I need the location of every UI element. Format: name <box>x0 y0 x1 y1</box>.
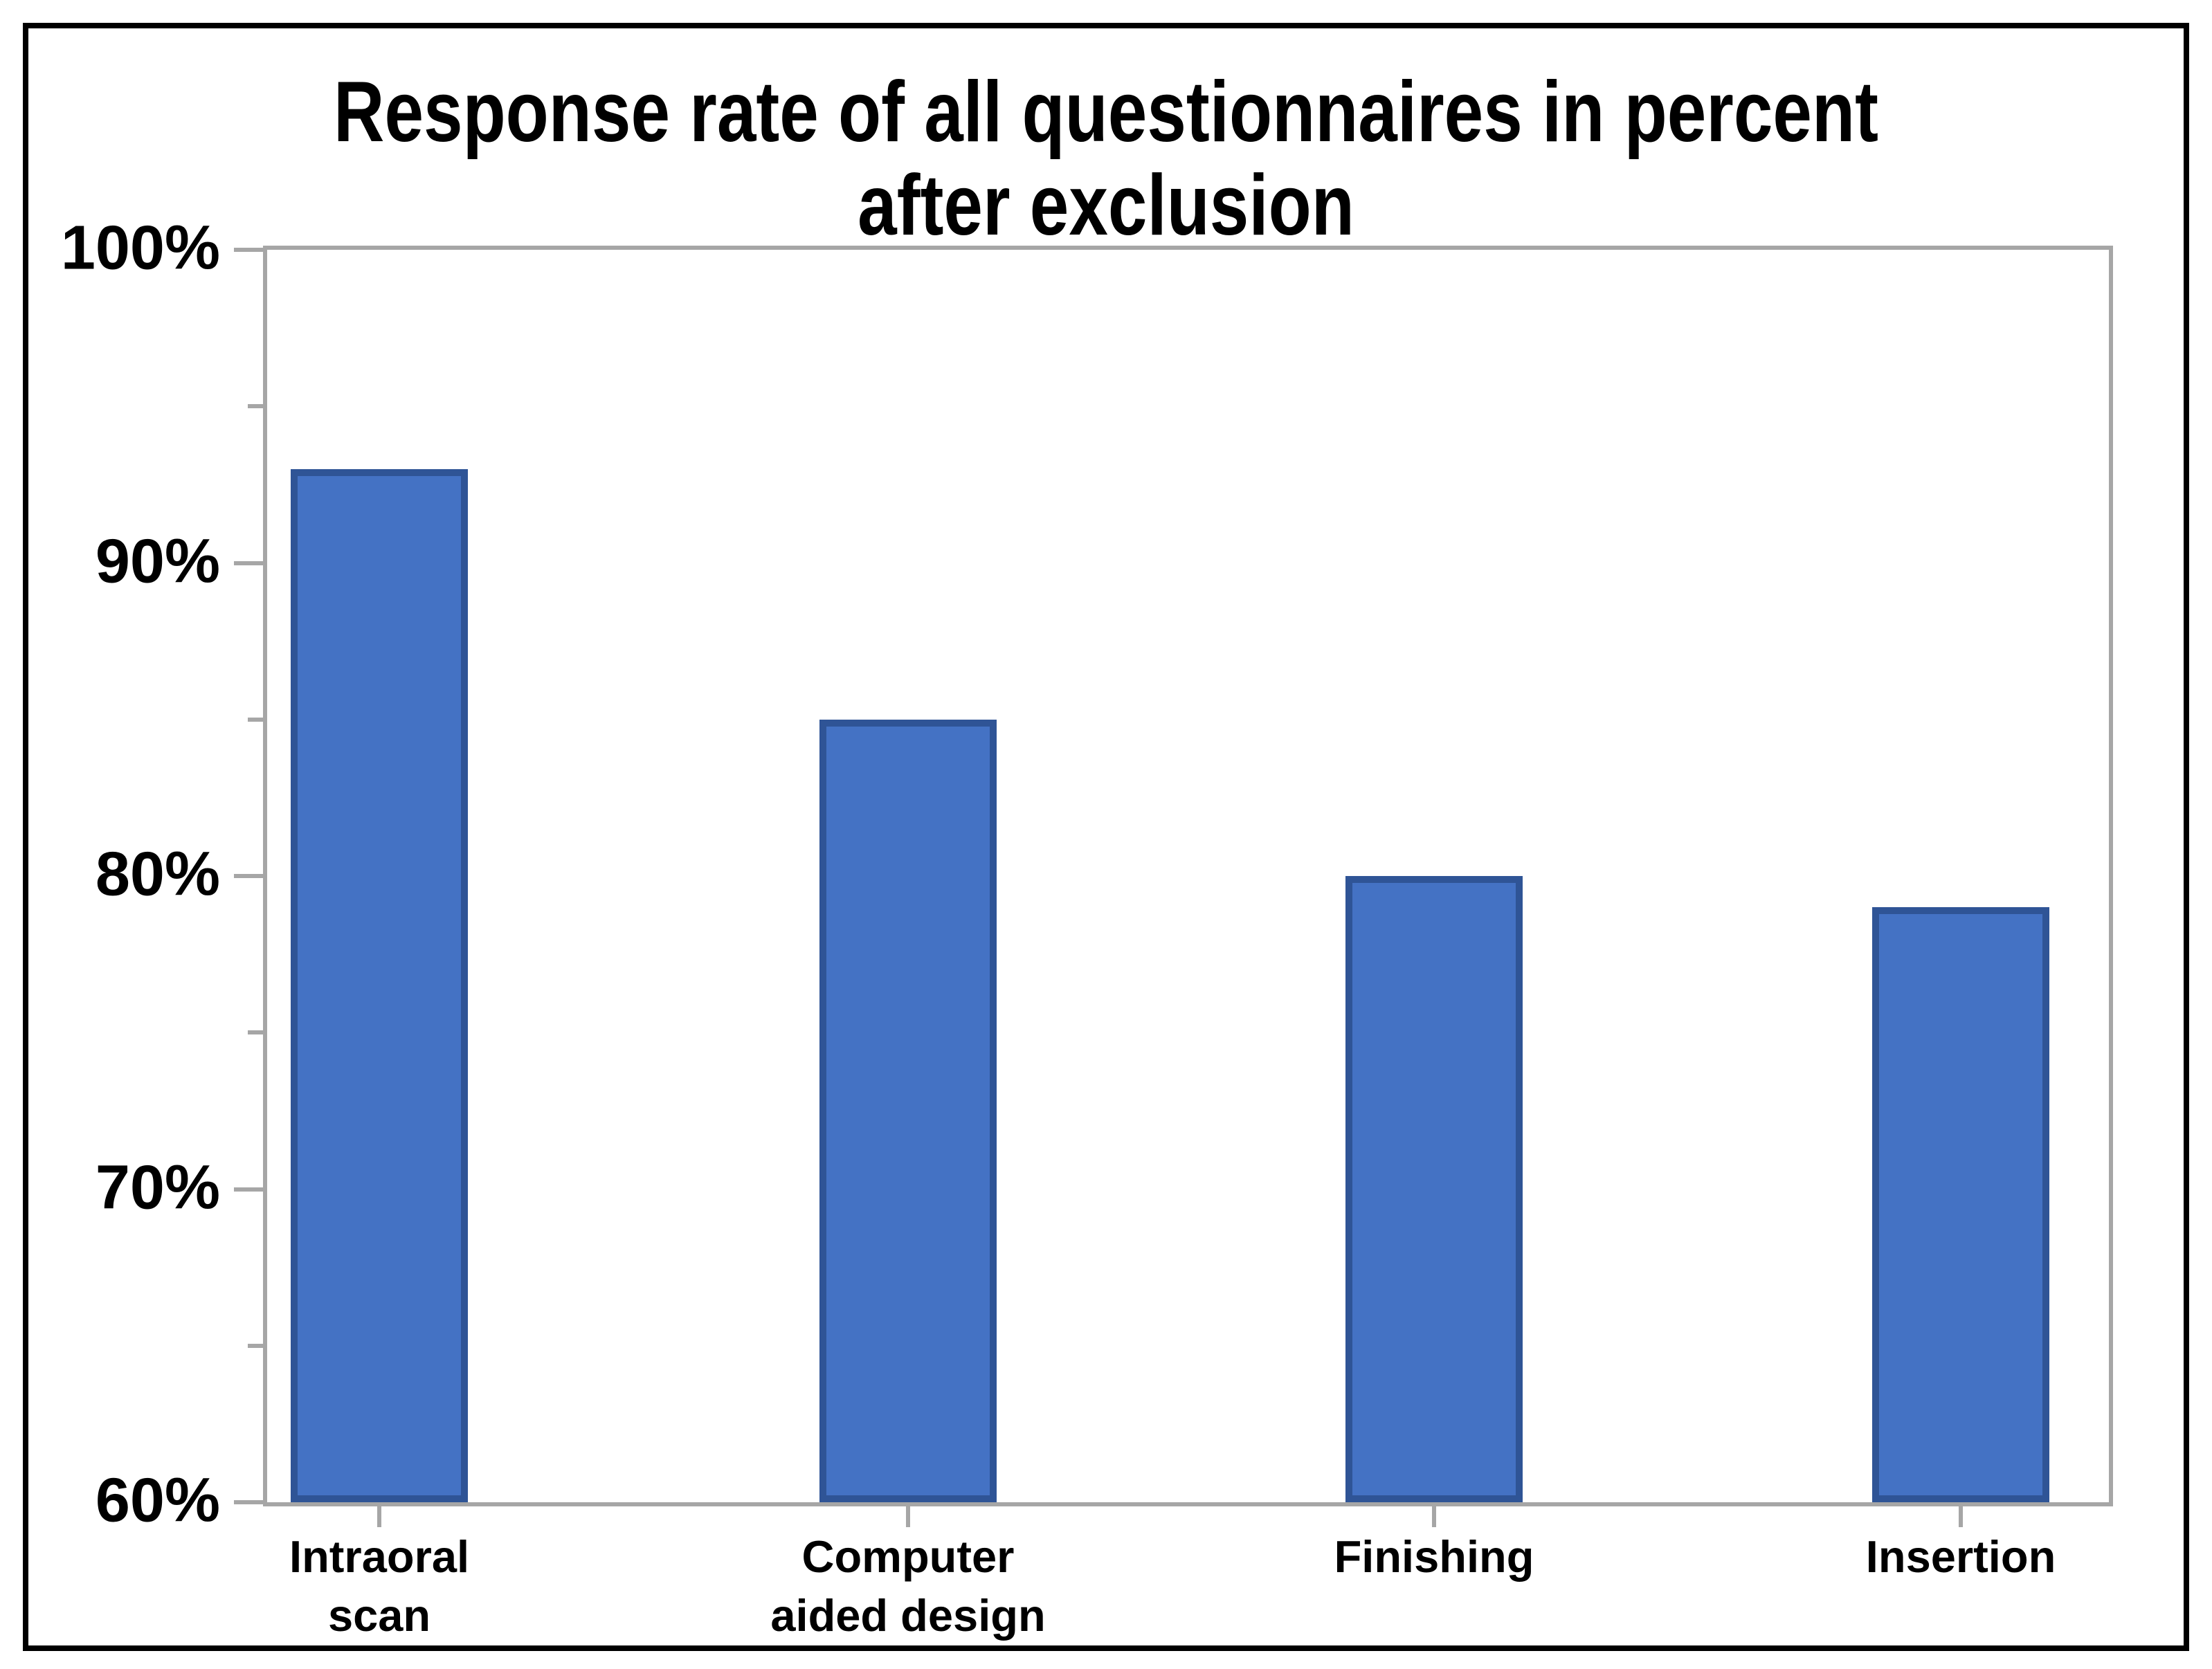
y-axis-tick-label: 90% <box>95 526 220 596</box>
y-axis-minor-tick <box>248 404 263 409</box>
chart-title-line-2: after exclusion <box>858 158 1354 254</box>
y-axis-major-tick <box>234 248 263 252</box>
y-axis-tick-label: 100% <box>60 213 220 283</box>
x-axis-tick <box>1959 1506 1964 1527</box>
x-axis-tick-label: Finishing <box>1334 1531 1534 1582</box>
chart-title-line-1: Response rate of all questionnaires in p… <box>334 64 1878 160</box>
bar-finishing <box>1345 876 1523 1502</box>
y-axis-tick-label: 70% <box>95 1152 220 1222</box>
x-axis-tick-label: Intraoral scan <box>289 1531 470 1641</box>
y-axis-major-tick <box>234 1187 263 1192</box>
y-axis-tick-label: 60% <box>95 1466 220 1535</box>
bar-computer-aided-design <box>819 719 997 1502</box>
x-axis-tick <box>906 1506 911 1527</box>
bar-intraoral-scan <box>291 468 469 1502</box>
x-axis-tick <box>1432 1506 1436 1527</box>
x-axis-tick-label: Insertion <box>1865 1531 2056 1582</box>
y-axis-major-tick <box>234 1500 263 1504</box>
y-axis-tick-label: 80% <box>95 839 220 909</box>
y-axis-major-tick <box>234 560 263 565</box>
bar-insertion <box>1872 907 2050 1502</box>
y-axis-major-tick <box>234 874 263 878</box>
y-axis-minor-tick <box>248 1343 263 1348</box>
x-axis-tick <box>377 1506 382 1527</box>
chart-title: Response rate of all questionnaires in p… <box>199 64 2013 254</box>
x-axis-tick-label: Computer aided design <box>770 1531 1046 1641</box>
y-axis-minor-tick <box>248 717 263 722</box>
y-axis-minor-tick <box>248 1030 263 1035</box>
plot-area <box>263 246 2113 1506</box>
